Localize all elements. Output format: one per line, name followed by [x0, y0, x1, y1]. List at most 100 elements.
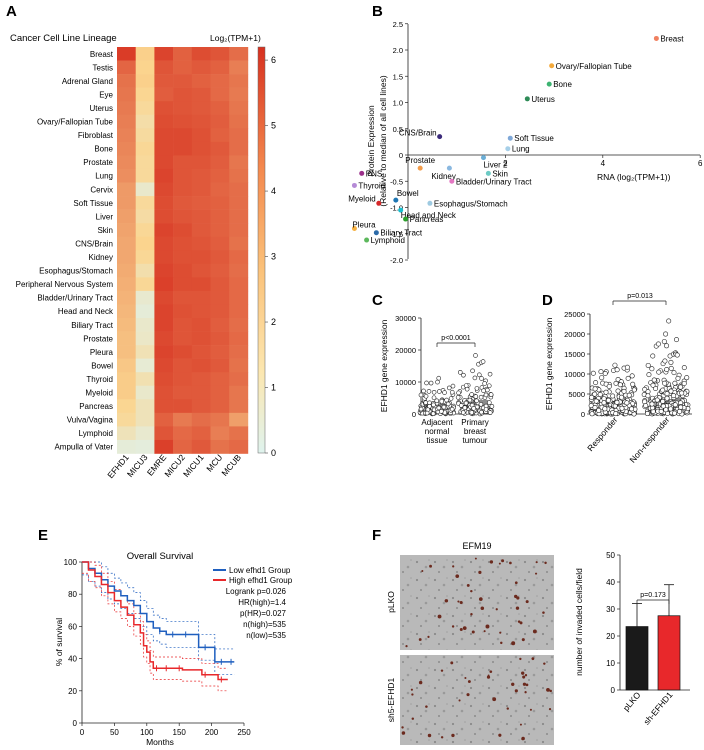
data-point: [488, 392, 494, 397]
invaded-cell: [499, 631, 502, 634]
scatter-y-tick-label: 1.5: [393, 72, 403, 81]
heatmap-column-label: EFHD1: [105, 452, 131, 480]
heatmap-cell: [154, 263, 174, 278]
data-point: [435, 379, 440, 385]
panel-c-label-1c: tissue: [427, 436, 448, 445]
scatter-y-tick-label: -0.5: [390, 177, 403, 186]
heatmap-cell: [210, 155, 230, 170]
data-point: [450, 383, 456, 389]
scatter-point: [373, 230, 379, 236]
invaded-cell: [462, 626, 467, 631]
data-point: [456, 390, 461, 396]
panel-c-pvalue: p<0.0001: [441, 335, 470, 342]
scatter-point: [437, 134, 443, 140]
heatmap-cell: [135, 385, 155, 400]
scatter-x-tick-label: 4: [601, 159, 606, 168]
y-tick-label: 30000: [395, 314, 416, 323]
scatter-point-label: Lymphoid: [371, 236, 405, 245]
heatmap-row-label: Esophagus/Stomach: [39, 267, 113, 276]
heatmap-cell: [173, 277, 193, 292]
y-tick-label: 25000: [564, 310, 585, 319]
legend-high-label: High efhd1 Group: [229, 576, 293, 585]
heatmap-cell: [229, 318, 249, 332]
heatmap-cell: [173, 372, 193, 387]
data-point: [589, 394, 595, 400]
heatmap-cell: [117, 209, 136, 224]
heatmap-cell: [191, 141, 211, 156]
heatmap-cell: [154, 250, 174, 265]
heatmap-cell: [210, 304, 230, 319]
survival-stat-nlow: n(low)=535: [246, 631, 286, 640]
heatmap-cell: [135, 318, 155, 332]
scatter-x-ticks: 2 4 6: [503, 155, 703, 168]
data-point: [664, 391, 670, 397]
heatmap-row-label: Myeloid: [85, 389, 113, 398]
heatmap-row-label: Skin: [97, 226, 113, 235]
heatmap-cell: [154, 412, 174, 427]
y-tick-label: 5000: [568, 390, 585, 399]
heatmap-cell: [229, 331, 249, 346]
survival-x-tick-label: 0: [80, 728, 85, 737]
invaded-cell: [440, 736, 444, 739]
invaded-cell: [459, 601, 463, 605]
heatmap-cell: [154, 290, 174, 305]
heatmap-cell: [135, 60, 155, 75]
scatter-y-tick-label: 1.0: [393, 99, 403, 108]
heatmap-row-label: Bone: [94, 145, 113, 154]
scatter-point: [376, 200, 382, 206]
legend-low-label: Low efhd1 Group: [229, 566, 291, 575]
heatmap-cell: [135, 358, 155, 373]
data-point: [610, 393, 616, 399]
data-point: [643, 403, 649, 409]
data-point: [677, 409, 683, 415]
invaded-cell: [455, 574, 460, 578]
data-point: [421, 388, 426, 394]
survival-x-tick-label: 100: [140, 728, 154, 737]
heatmap-cell: [173, 385, 193, 400]
data-point: [601, 400, 607, 406]
heatmap-cell: [117, 426, 136, 441]
scatter-point-label: Kidney: [431, 172, 455, 181]
heatmap-cell: [117, 236, 136, 251]
data-point: [651, 377, 657, 383]
data-point: [424, 410, 430, 416]
scatter-points: Breast Ovary/Fallopian Tube Bone Uterus CNS/…: [348, 34, 684, 245]
heatmap-cell: [173, 250, 193, 265]
panel-c-y-ticks: 0 10000 20000 30000: [395, 314, 421, 419]
scatter-y-tick-label: -2.0: [390, 256, 403, 265]
heatmap-cell: [210, 277, 230, 292]
heatmap-cell: [210, 385, 230, 400]
scatter-point: [549, 63, 555, 69]
heatmap-cell: [135, 196, 155, 210]
data-point: [424, 380, 429, 386]
heatmap-cell: [229, 277, 249, 292]
heatmap-cell: [135, 250, 155, 265]
scatter-point: [403, 216, 409, 222]
data-point: [624, 400, 630, 406]
heatmap-row-label: Breast: [90, 50, 114, 59]
heatmap-row-label: CNS/Brain: [75, 239, 113, 248]
heatmap-cell: [191, 290, 211, 305]
y-tick-label: 15000: [564, 350, 585, 359]
panel-f-y-label: number of invaded cells/field: [574, 568, 584, 676]
data-point: [480, 359, 486, 364]
data-point: [650, 382, 656, 388]
scatter-point-label: Pleura: [352, 221, 376, 230]
colorbar-tick-label: 0: [271, 448, 276, 458]
heatmap-cell: [229, 60, 249, 75]
scatter-point-label: Lung: [512, 145, 530, 154]
heatmap-cell: [210, 345, 230, 359]
data-point: [470, 368, 475, 374]
heatmap-cell: [210, 263, 230, 278]
data-point: [614, 367, 620, 373]
data-point: [481, 388, 486, 393]
heatmap-cell: [135, 168, 155, 183]
heatmap-cell: [135, 155, 155, 170]
invaded-cell: [516, 596, 520, 600]
heatmap-cell: [173, 399, 193, 414]
heatmap-cell: [135, 399, 155, 414]
heatmap-cell: [117, 74, 136, 88]
heatmap-cell: [173, 196, 193, 210]
invaded-cell: [425, 705, 428, 708]
